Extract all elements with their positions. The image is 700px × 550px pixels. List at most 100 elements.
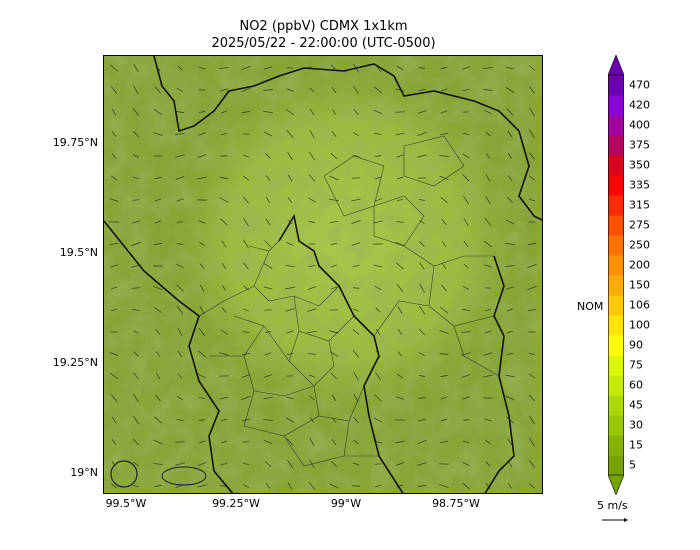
wind-vector: [112, 131, 116, 137]
wind-vector: [155, 329, 161, 335]
wind-vector: [241, 88, 251, 92]
wind-vector: [177, 65, 183, 71]
wind-vector: [241, 395, 251, 401]
wind-vector: [175, 176, 185, 180]
wind-vector: [197, 176, 207, 180]
colorbar-tick-label: 15: [629, 438, 643, 452]
wind-vector: [331, 87, 337, 93]
wind-vector: [221, 240, 227, 248]
wind-vector: [176, 284, 184, 292]
x-tick-label: 99°W: [330, 497, 362, 510]
wind-vector: [352, 154, 360, 158]
wind-vector: [132, 438, 140, 446]
wind-vector: [109, 352, 119, 356]
colorbar-tick-label: 90: [629, 338, 643, 352]
wind-vector: [264, 352, 272, 356]
wind-vector: [462, 132, 470, 136]
wind-vector: [176, 263, 184, 269]
wind-vector: [309, 416, 315, 424]
wind-vector: [484, 309, 492, 311]
wind-vector: [484, 240, 492, 248]
wind-vector: [484, 110, 492, 114]
wind-vector: [109, 64, 119, 72]
wind-vector: [417, 462, 427, 466]
wind-vector: [263, 286, 273, 290]
wind-vector: [462, 174, 470, 182]
cdmx-boundary: [104, 220, 234, 493]
wind-vector: [309, 66, 315, 70]
wind-vector: [419, 241, 425, 247]
wind-vector: [374, 440, 382, 444]
wind-vector: [156, 351, 160, 357]
wind-vector: [352, 287, 360, 289]
wind-vector: [153, 463, 163, 465]
wind-vector: [527, 242, 537, 246]
wind-vector: [439, 440, 449, 444]
wind-vector: [154, 416, 162, 424]
wind-vector: [153, 108, 163, 116]
wind-vector: [398, 329, 402, 335]
chart-title: NO2 (ppbV) CDMX 1x1km 2025/05/22 - 22:00…: [103, 18, 544, 52]
wind-vector: [462, 308, 470, 312]
wind-vector: [111, 461, 117, 467]
colorbar-tick-label: 250: [629, 238, 650, 252]
wind-vector: [263, 89, 273, 91]
wind-vector: [462, 153, 470, 159]
wind-vector: [285, 417, 295, 423]
colorbar-segment: [608, 195, 624, 216]
colorbar-tick-label: 200: [629, 258, 650, 272]
wind-vector: [131, 264, 141, 268]
wind-vector: [287, 219, 293, 225]
wind-vector: [395, 396, 405, 400]
wind-vector: [353, 109, 359, 115]
wind-vector: [506, 330, 514, 334]
wind-vector: [241, 374, 251, 378]
wind-vector: [242, 462, 250, 466]
wind-vector: [308, 174, 316, 182]
title-line-1: NO2 (ppbV) CDMX 1x1km: [239, 19, 408, 34]
wind-vector: [286, 242, 294, 246]
wind-vector: [132, 199, 140, 201]
wind-vector: [220, 418, 228, 422]
wind-vector: [111, 438, 117, 446]
wind-vector: [263, 439, 273, 445]
colorbar-tick-label: 60: [629, 378, 643, 392]
wind-vector: [243, 483, 249, 489]
wind-vector: [505, 242, 515, 246]
wind-vector: [175, 133, 185, 135]
wind-vector: [156, 373, 160, 379]
colorbar-tick-label: 106: [629, 298, 650, 312]
wind-key-arrow-icon: [602, 518, 628, 522]
wind-vector: [506, 286, 514, 290]
wind-vector: [331, 130, 337, 138]
wind-vector: [505, 219, 515, 225]
wind-vector: [243, 154, 249, 158]
map-area[interactable]: [103, 55, 543, 494]
wind-vector: [109, 198, 119, 202]
colorbar-segment: [608, 215, 624, 236]
wind-vector: [286, 330, 294, 334]
wind-vector: [154, 176, 162, 180]
wind-vector: [132, 484, 140, 488]
wind-vector: [308, 151, 316, 161]
wind-vector: [154, 220, 162, 224]
wind-vector: [462, 482, 470, 490]
wind-vector: [395, 132, 405, 136]
wind-vector: [221, 440, 227, 444]
wind-vector: [375, 307, 381, 313]
wind-vector: [175, 462, 185, 466]
wind-vector: [441, 262, 447, 270]
wind-vector: [395, 440, 405, 444]
wind-vector: [309, 87, 315, 93]
wind-vector: [418, 89, 426, 91]
wind-vector: [154, 307, 162, 313]
wind-vector: [417, 439, 427, 445]
wind-vector: [262, 419, 274, 421]
wind-vector: [198, 220, 206, 224]
wind-vector: [442, 241, 446, 247]
colorbar-tick-label: 315: [629, 198, 650, 212]
wind-vector: [286, 88, 294, 92]
wind-vector: [287, 197, 293, 203]
wind-vector: [529, 198, 535, 202]
wind-vector: [176, 243, 184, 245]
